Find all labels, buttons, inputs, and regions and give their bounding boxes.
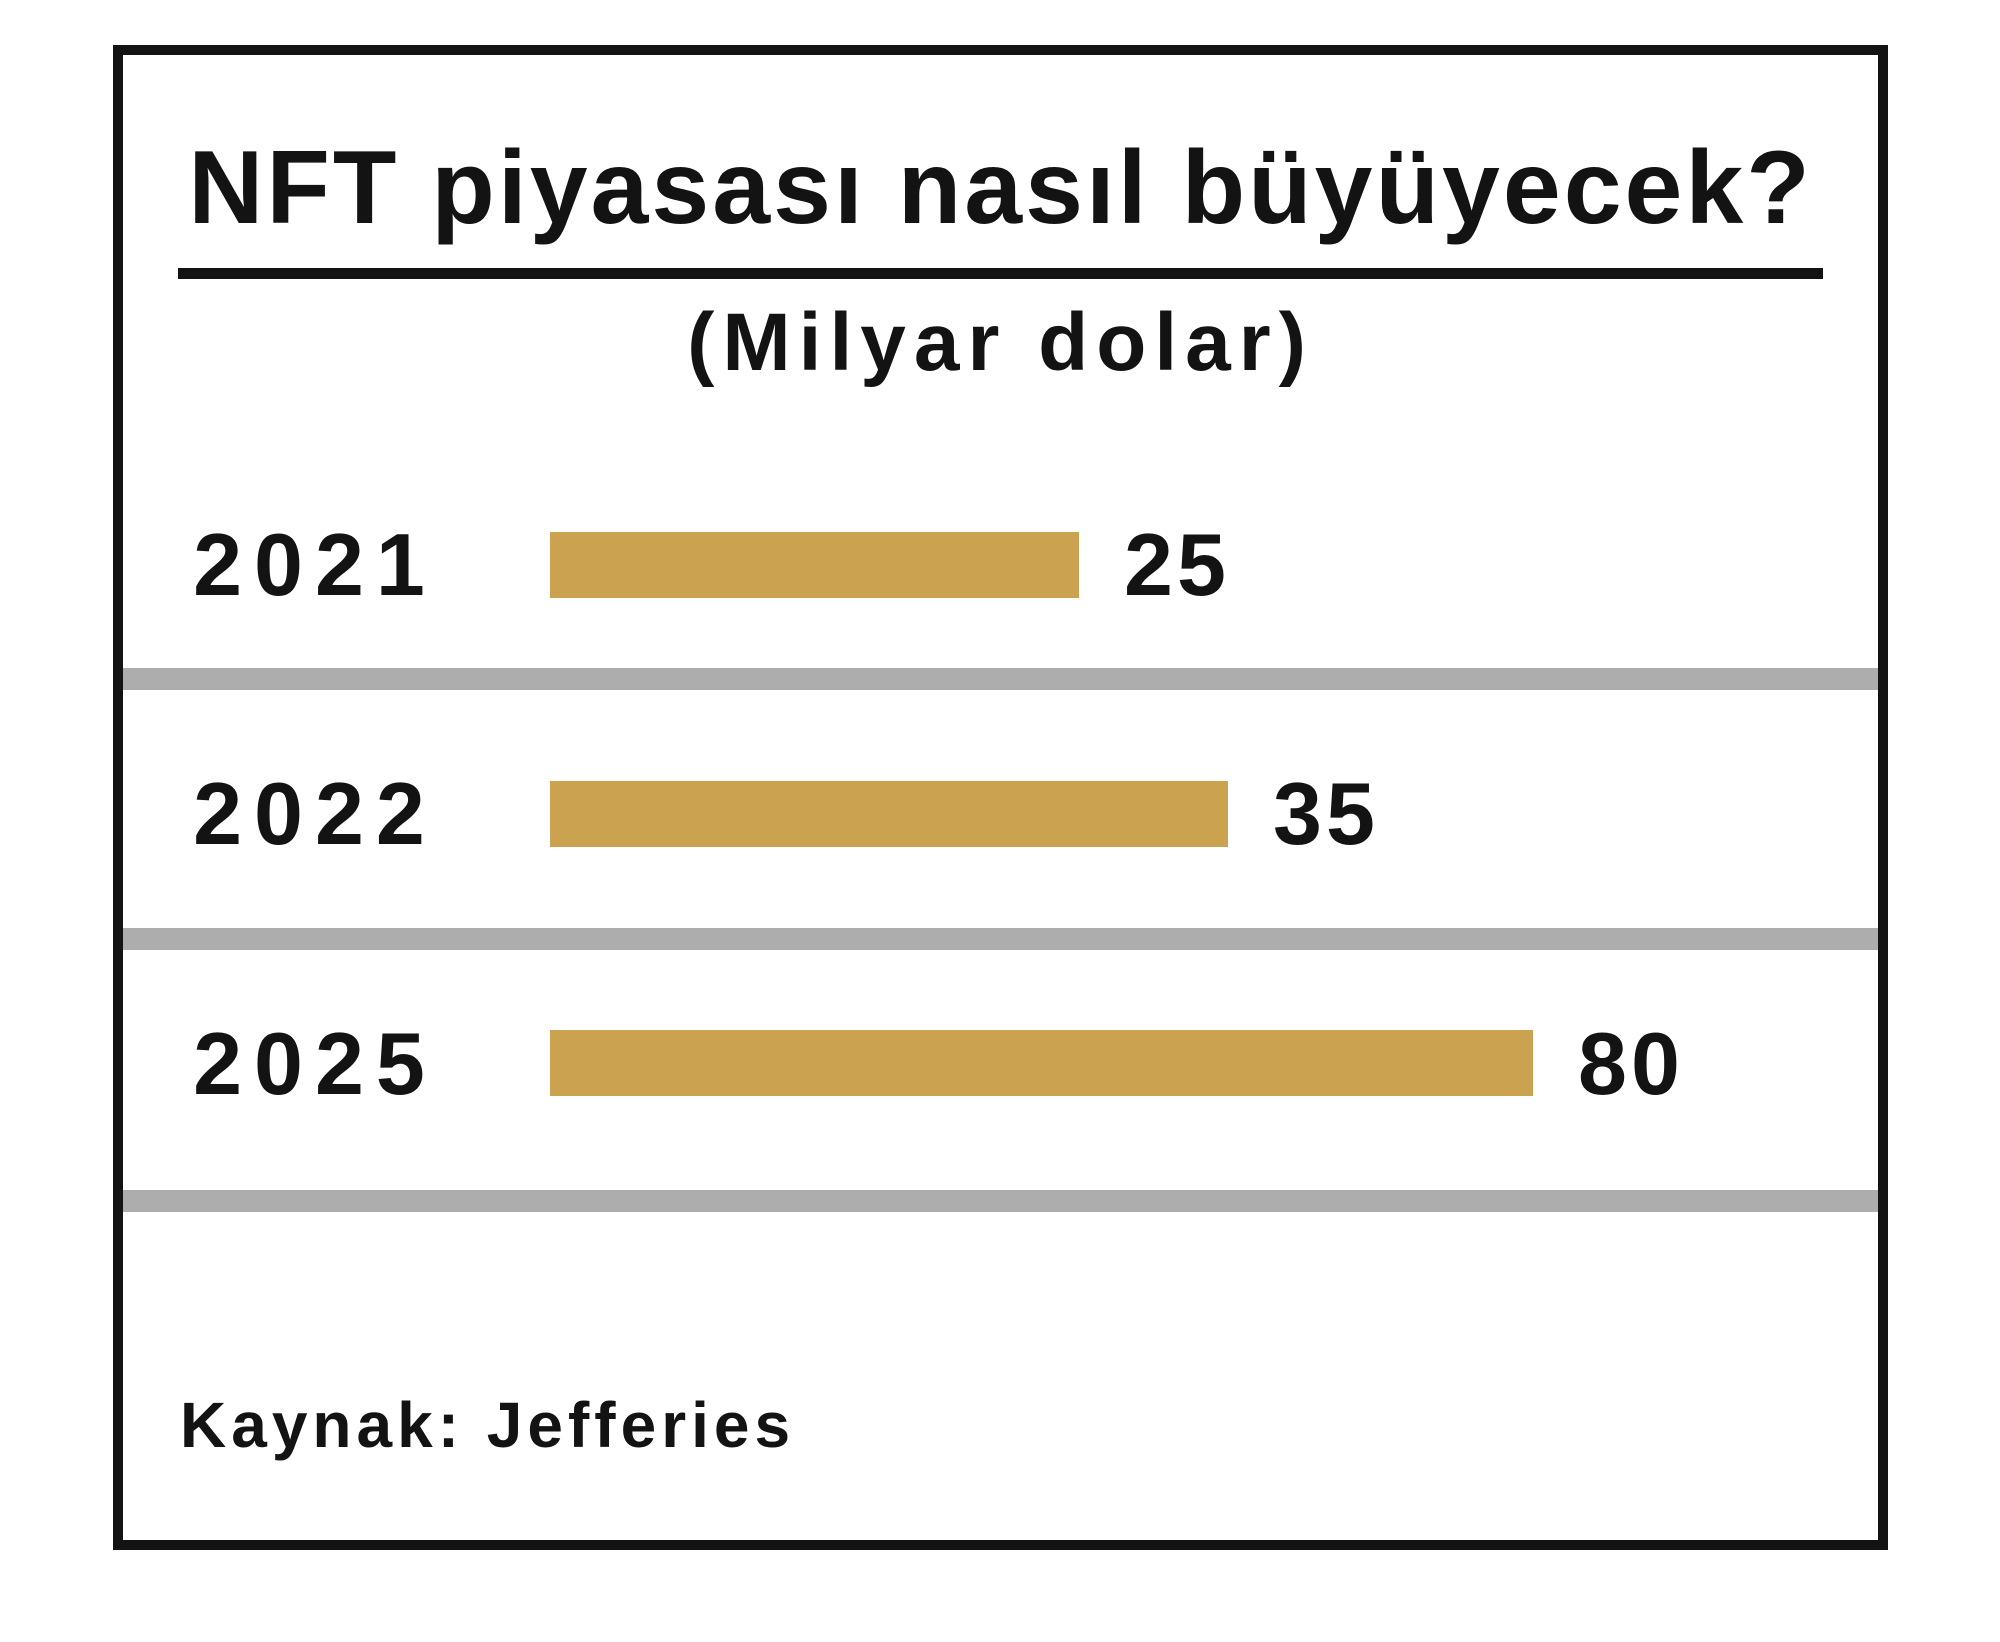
- source-caption: Kaynak: Jefferies: [180, 1389, 796, 1461]
- chart-subtitle: (Milyar dolar): [687, 297, 1314, 388]
- category-label-2025: 2025: [193, 1014, 437, 1113]
- value-bar-2025: [550, 1030, 1533, 1096]
- value-bar-2021: [550, 532, 1079, 598]
- value-bar-2022: [550, 781, 1228, 847]
- value-label-2025: 80: [1578, 1014, 1684, 1113]
- row-separator: [123, 928, 1878, 950]
- row-separator: [123, 1190, 1878, 1212]
- value-label-2021: 25: [1124, 515, 1230, 614]
- value-label-2022: 35: [1273, 764, 1379, 863]
- category-label-2022: 2022: [193, 764, 437, 863]
- row-separator: [123, 668, 1878, 690]
- chart-border-frame: [113, 45, 1888, 1550]
- title-container: NFT piyasası nasıl büyüyecek?: [123, 118, 1878, 280]
- category-label-2021: 2021: [193, 515, 437, 614]
- chart-title: NFT piyasası nasıl büyüyecek?: [178, 118, 1823, 280]
